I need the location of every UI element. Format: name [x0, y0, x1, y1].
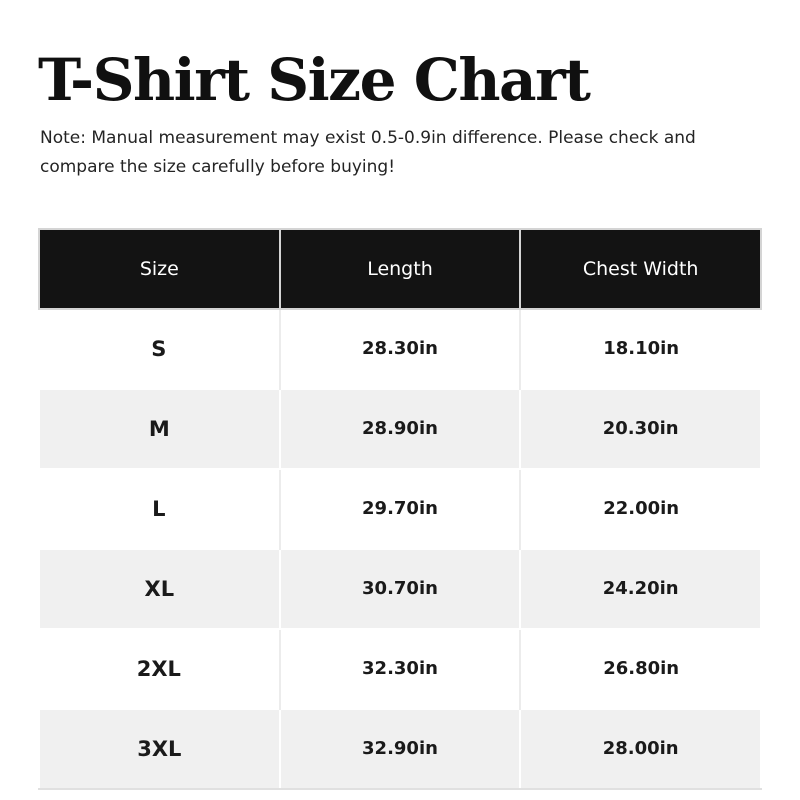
size-cell: L [152, 496, 166, 521]
chest-width-cell: 28.00in [519, 707, 762, 790]
table-row: XL 30.70in 24.20in [38, 547, 762, 630]
size-cell: 3XL [38, 707, 281, 790]
measurement-note: Note: Manual measurement may exist 0.5-0… [40, 127, 696, 177]
length-cell: 29.70in [278, 468, 521, 549]
length-cell: 32.90in [278, 707, 522, 790]
length-cell: 32.30in [278, 628, 521, 709]
length-cell: 30.70in [278, 547, 522, 630]
table-row: M 28.90in 20.30in [38, 387, 762, 470]
table-header: Size Length Chest Width [38, 227, 762, 310]
chest-width-cell: 18.10in [519, 308, 761, 389]
col-header-chest-width: Chest Width [519, 227, 762, 310]
page-title: T-Shirt Size Chart [38, 46, 591, 114]
table-row: 3XL 32.90in 28.00in [38, 707, 762, 790]
table-row: L 29.70in 22.00in [39, 468, 761, 549]
size-chart-table: Size Length Chest Width S 28.30in 18.10i… [38, 227, 762, 790]
col-header-size: Size [38, 227, 281, 310]
size-cell: 2XL [136, 656, 181, 681]
size-cell: M [38, 387, 281, 470]
table-row: 2XL 32.30in 26.80in [39, 628, 761, 709]
chest-width-cell: 20.30in [519, 387, 762, 470]
length-cell: 28.30in [278, 308, 521, 389]
size-cell: S [151, 336, 167, 361]
table-body: S 28.30in 18.10in M 28.90in 20.30in L 29… [38, 308, 762, 790]
length-cell: 28.90in [278, 387, 522, 470]
size-cell: XL [38, 547, 281, 630]
chest-width-cell: 24.20in [519, 547, 762, 630]
chest-width-cell: 22.00in [519, 468, 761, 549]
header-row: Size Length Chest Width [38, 227, 762, 310]
table-row: S 28.30in 18.10in [39, 308, 761, 389]
col-header-length: Length [278, 227, 522, 310]
chest-width-cell: 26.80in [519, 628, 761, 709]
